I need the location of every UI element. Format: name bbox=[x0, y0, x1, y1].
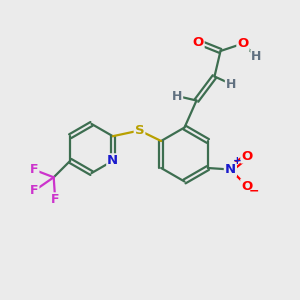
Text: S: S bbox=[135, 124, 144, 137]
Text: H: H bbox=[251, 50, 262, 64]
Text: F: F bbox=[30, 184, 38, 197]
Text: O: O bbox=[237, 37, 249, 50]
Text: O: O bbox=[241, 179, 253, 193]
Text: O: O bbox=[192, 35, 204, 49]
Text: H: H bbox=[172, 89, 182, 103]
Text: N: N bbox=[107, 154, 118, 167]
Text: −: − bbox=[248, 185, 259, 198]
Text: F: F bbox=[51, 193, 59, 206]
Text: N: N bbox=[225, 163, 236, 176]
Text: +: + bbox=[232, 155, 242, 166]
Text: O: O bbox=[241, 149, 253, 163]
Text: F: F bbox=[30, 163, 38, 176]
Text: H: H bbox=[226, 77, 236, 91]
